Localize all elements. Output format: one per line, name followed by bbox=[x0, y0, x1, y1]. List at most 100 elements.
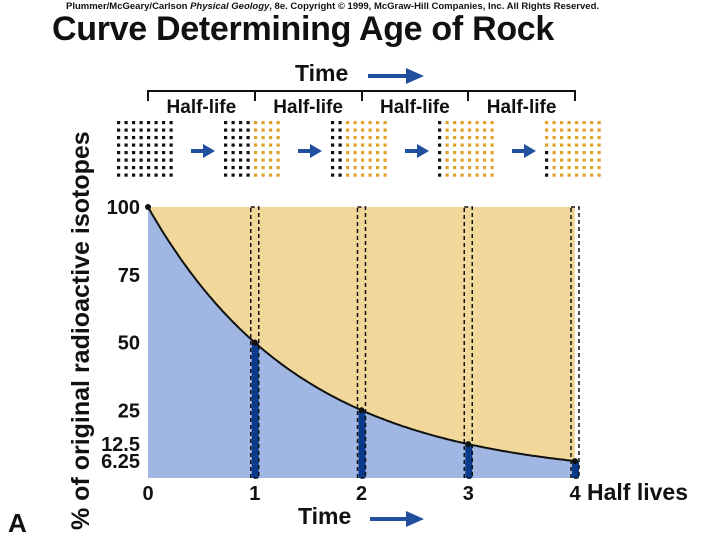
daughter-atom-dot bbox=[353, 173, 357, 177]
daughter-atom-dot bbox=[590, 173, 594, 177]
daughter-atom-dot bbox=[346, 128, 350, 132]
daughter-atom-dot bbox=[346, 158, 350, 162]
daughter-atom-dot bbox=[582, 158, 586, 162]
daughter-atom-dot bbox=[383, 158, 387, 162]
daughter-atom-dot bbox=[552, 166, 556, 170]
parent-atom-dot bbox=[117, 128, 121, 132]
daughter-atom-dot bbox=[445, 166, 449, 170]
daughter-atom-dot bbox=[590, 158, 594, 162]
parent-atom-dot bbox=[139, 128, 143, 132]
parent-atom-dot bbox=[154, 158, 158, 162]
parent-atom-dot bbox=[338, 136, 342, 140]
parent-atom-dot bbox=[147, 121, 151, 125]
parent-atom-dot bbox=[162, 158, 166, 162]
parent-atom-dot bbox=[154, 128, 158, 132]
daughter-atom-dot bbox=[361, 121, 365, 125]
page-title: Curve Determining Age of Rock bbox=[52, 10, 555, 48]
y-tick-label: 75 bbox=[118, 265, 140, 287]
parent-atom-dot bbox=[239, 151, 243, 155]
daughter-atom-dot bbox=[376, 136, 380, 140]
parent-atom-dot bbox=[438, 128, 442, 132]
half-life-dashed-markers bbox=[250, 206, 580, 479]
parent-atom-dot bbox=[338, 158, 342, 162]
parent-atom-dot bbox=[246, 158, 250, 162]
parent-atom-dot bbox=[331, 151, 335, 155]
parent-atom-dot bbox=[438, 136, 442, 140]
parent-atom-dot bbox=[124, 166, 128, 170]
y-tick-label: 25 bbox=[118, 400, 140, 422]
half-life-label: Half-life bbox=[273, 97, 343, 118]
parent-atom-dot bbox=[338, 128, 342, 132]
daughter-atom-dot bbox=[552, 128, 556, 132]
parent-atom-dot bbox=[246, 143, 250, 147]
daughter-atom-dot bbox=[567, 151, 571, 155]
daughter-atom-dot bbox=[353, 121, 357, 125]
daughter-atom-dot bbox=[254, 173, 258, 177]
parent-atom-dot bbox=[239, 166, 243, 170]
parent-atom-dot bbox=[224, 166, 228, 170]
parent-atom-dot bbox=[224, 121, 228, 125]
daughter-atom-dot bbox=[483, 128, 487, 132]
parent-atom-dot bbox=[117, 143, 121, 147]
daughter-atom-dot bbox=[453, 121, 457, 125]
parent-atom-dot bbox=[438, 173, 442, 177]
daughter-atom-dot bbox=[590, 166, 594, 170]
parent-atom-dot bbox=[154, 136, 158, 140]
half-life-bar bbox=[358, 410, 366, 478]
daughter-atom-dot bbox=[353, 128, 357, 132]
daughter-atom-dot bbox=[490, 128, 494, 132]
daughter-atom-dot bbox=[582, 143, 586, 147]
daughter-atom-dot bbox=[460, 143, 464, 147]
daughter-atom-dot bbox=[545, 121, 549, 125]
panel-letter: A bbox=[8, 508, 27, 538]
isotope-grid bbox=[117, 121, 173, 177]
daughter-atom-dot bbox=[575, 166, 579, 170]
daughter-atom-dot bbox=[582, 166, 586, 170]
daughter-atom-dot bbox=[483, 136, 487, 140]
half-life-bar bbox=[572, 461, 579, 478]
daughter-atom-dot bbox=[575, 158, 579, 162]
daughter-atom-dot bbox=[346, 143, 350, 147]
daughter-atom-dot bbox=[353, 143, 357, 147]
parent-atom-dot bbox=[231, 128, 235, 132]
daughter-atom-dot bbox=[597, 151, 601, 155]
daughter-atom-dot bbox=[468, 158, 472, 162]
parent-atom-dot bbox=[239, 143, 243, 147]
daughter-atom-dot bbox=[368, 173, 372, 177]
parent-atom-dot bbox=[231, 143, 235, 147]
half-life-dashed-marker bbox=[250, 206, 260, 479]
daughter-atom-dot bbox=[460, 136, 464, 140]
daughter-atom-dot bbox=[567, 136, 571, 140]
y-tick-labels: 100 75 50 25 12.56.25 bbox=[101, 197, 140, 473]
parent-atom-dot bbox=[162, 143, 166, 147]
parent-atom-dot bbox=[147, 143, 151, 147]
daughter-atom-dot bbox=[475, 128, 479, 132]
parent-atom-dot bbox=[154, 173, 158, 177]
x-tick-label: 1 bbox=[249, 483, 260, 505]
daughter-atom-dot bbox=[376, 151, 380, 155]
isotope-grid bbox=[224, 121, 280, 177]
daughter-atom-dot bbox=[567, 158, 571, 162]
daughter-atom-dot bbox=[590, 128, 594, 132]
daughter-atom-dot bbox=[575, 143, 579, 147]
parent-atom-dot bbox=[132, 151, 136, 155]
daughter-atom-dot bbox=[453, 166, 457, 170]
daughter-atom-dot bbox=[483, 143, 487, 147]
daughter-atom-dot bbox=[567, 166, 571, 170]
daughter-atom-dot bbox=[368, 151, 372, 155]
parent-atom-dot bbox=[124, 121, 128, 125]
parent-atom-dot bbox=[231, 121, 235, 125]
daughter-atom-dot bbox=[575, 128, 579, 132]
daughter-atom-dot bbox=[490, 173, 494, 177]
daughter-atom-dot bbox=[490, 136, 494, 140]
daughter-atom-dot bbox=[468, 173, 472, 177]
isotope-grid bbox=[545, 121, 601, 177]
parent-atom-dot bbox=[169, 143, 173, 147]
daughter-atom-dot bbox=[460, 166, 464, 170]
daughter-atom-dot bbox=[590, 151, 594, 155]
parent-atom-dot bbox=[162, 121, 166, 125]
half-life-label: Half-life bbox=[167, 97, 237, 118]
daughter-atom-dot bbox=[261, 173, 265, 177]
parent-atom-dot bbox=[117, 166, 121, 170]
parent-atom-dot bbox=[438, 151, 442, 155]
